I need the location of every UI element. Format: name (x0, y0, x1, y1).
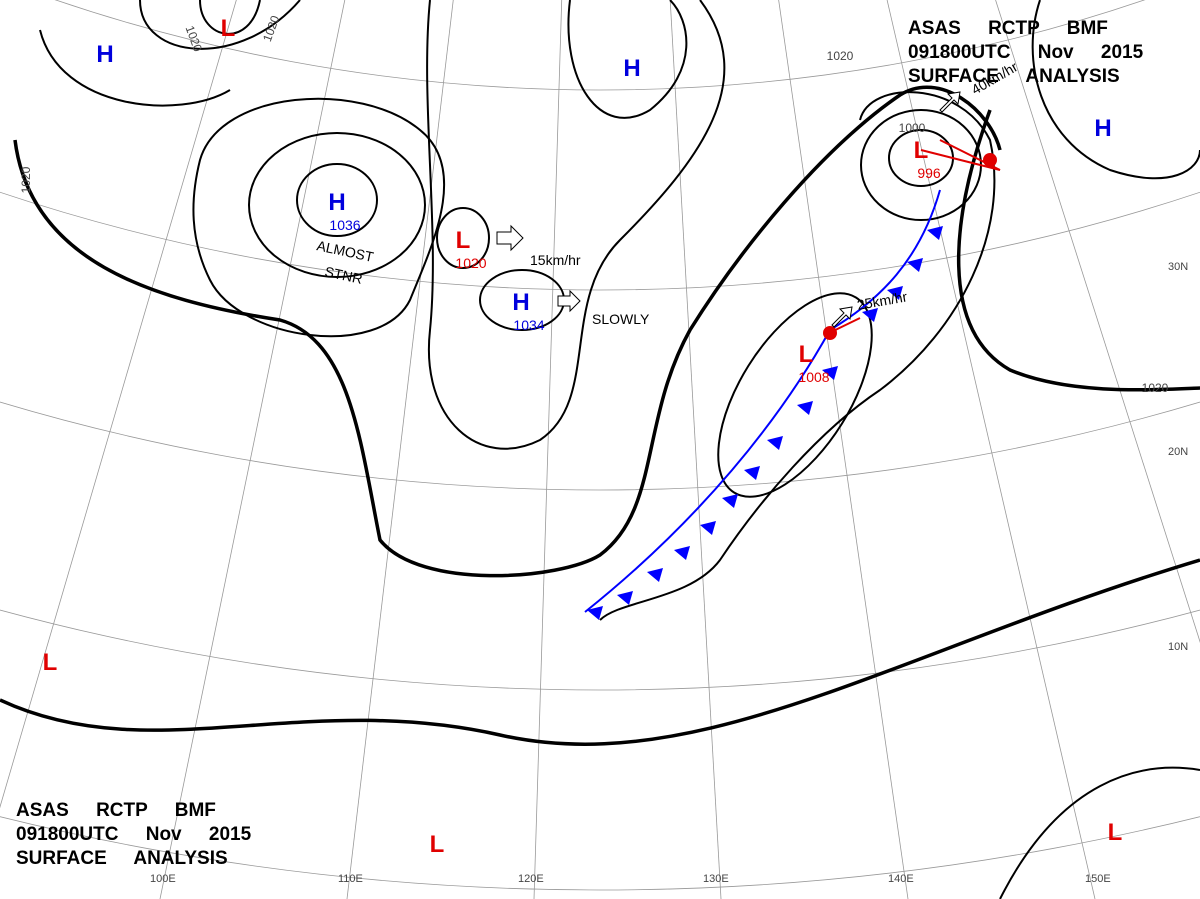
meridian (995, 0, 1200, 643)
center-symbol: H (96, 41, 113, 68)
isobar (296, 163, 378, 237)
center-symbol: L (914, 137, 929, 164)
center-symbol: H (512, 289, 529, 316)
isobar (426, 0, 726, 450)
isobar (717, 292, 873, 498)
arrow (831, 306, 853, 328)
annotation: 25km/hr (856, 288, 909, 313)
header-line: ASAS RCTP BMF (16, 800, 216, 821)
center-pressure: 1036 (329, 217, 360, 233)
center-symbol: L (430, 831, 445, 858)
cold-front-triangle (887, 286, 903, 300)
header-line: 091800UTC Nov 2015 (908, 42, 1144, 63)
cold-front-triangle (647, 568, 663, 582)
front-symbol (823, 326, 837, 340)
center-pressure: 1020 (455, 255, 486, 271)
isobar-label: 1020 (1142, 381, 1169, 395)
center-symbol: L (221, 15, 236, 42)
center-pressure: 996 (917, 165, 941, 181)
isobar (39, 0, 301, 107)
isobar-label: 1020 (260, 13, 282, 43)
isobar-label: 1020 (827, 49, 854, 63)
cold-front-triangle (862, 308, 878, 322)
isobar (1031, 0, 1200, 180)
header-line: ASAS RCTP BMF (908, 18, 1108, 39)
arrow (939, 91, 961, 113)
center-pressure: 1008 (798, 369, 829, 385)
cold-front (584, 189, 941, 613)
isobar (0, 558, 1200, 746)
center-symbol: L (799, 341, 814, 368)
cold-front-triangle (907, 258, 923, 272)
header-line: SURFACE ANALYSIS (908, 66, 1120, 87)
cold-front-triangle (674, 546, 690, 560)
front-symbol (983, 153, 997, 167)
parallel (0, 609, 1200, 690)
center-symbol: L (1108, 819, 1123, 846)
annotation: STNR (323, 263, 364, 287)
header-line: SURFACE ANALYSIS (16, 848, 228, 869)
isobar (999, 766, 1200, 899)
center-symbol: H (1094, 115, 1111, 142)
cold-front-triangle (617, 591, 633, 605)
cold-front-triangle (822, 366, 838, 380)
cold-front-triangle (700, 521, 716, 535)
center-symbol: L (43, 649, 58, 676)
center-symbol: L (456, 227, 471, 254)
header-line: 091800UTC Nov 2015 (16, 824, 252, 845)
meridian (533, 0, 563, 899)
meridian (778, 0, 909, 899)
lon-label: 140E (888, 873, 914, 885)
isobar (567, 0, 688, 119)
isobar-label: 1020 (19, 166, 33, 193)
lon-label: 150E (1085, 873, 1111, 885)
meridian (159, 0, 346, 899)
isobar (248, 132, 426, 278)
lat-label: 30N (1168, 261, 1188, 273)
warm-front (824, 139, 1001, 336)
lon-label: 100E (150, 873, 176, 885)
isobar-label: 1000 (899, 121, 926, 135)
annotation: SLOWLY (592, 311, 650, 327)
annotation: ALMOST (315, 237, 375, 265)
isobar (192, 97, 446, 338)
cold-front-triangle (744, 466, 760, 480)
lon-label: 120E (518, 873, 544, 885)
center-pressure: 1034 (513, 317, 544, 333)
front-triangles (587, 226, 943, 620)
lon-label: 110E (338, 873, 363, 885)
isobar (957, 109, 1200, 392)
annotation: 15km/hr (530, 252, 581, 268)
cold-front-triangle (797, 401, 813, 415)
arrow (496, 224, 524, 252)
isobar (436, 207, 490, 269)
cold-front-triangle (587, 606, 603, 620)
cold-front-triangle (927, 226, 943, 240)
arrow (557, 289, 581, 313)
lat-label: 10N (1168, 641, 1188, 653)
meridian (669, 0, 722, 899)
center-symbol: H (623, 55, 640, 82)
fronts (584, 139, 1001, 613)
center-symbol: H (328, 189, 345, 216)
cold-front-triangle (767, 436, 783, 450)
isobar (13, 85, 1002, 578)
lon-label: 130E (703, 873, 729, 885)
lat-label: 20N (1168, 446, 1188, 458)
cold-front-triangle (722, 494, 738, 508)
meridian (0, 0, 237, 809)
motion-arrows (496, 91, 961, 328)
isobar (599, 91, 996, 621)
